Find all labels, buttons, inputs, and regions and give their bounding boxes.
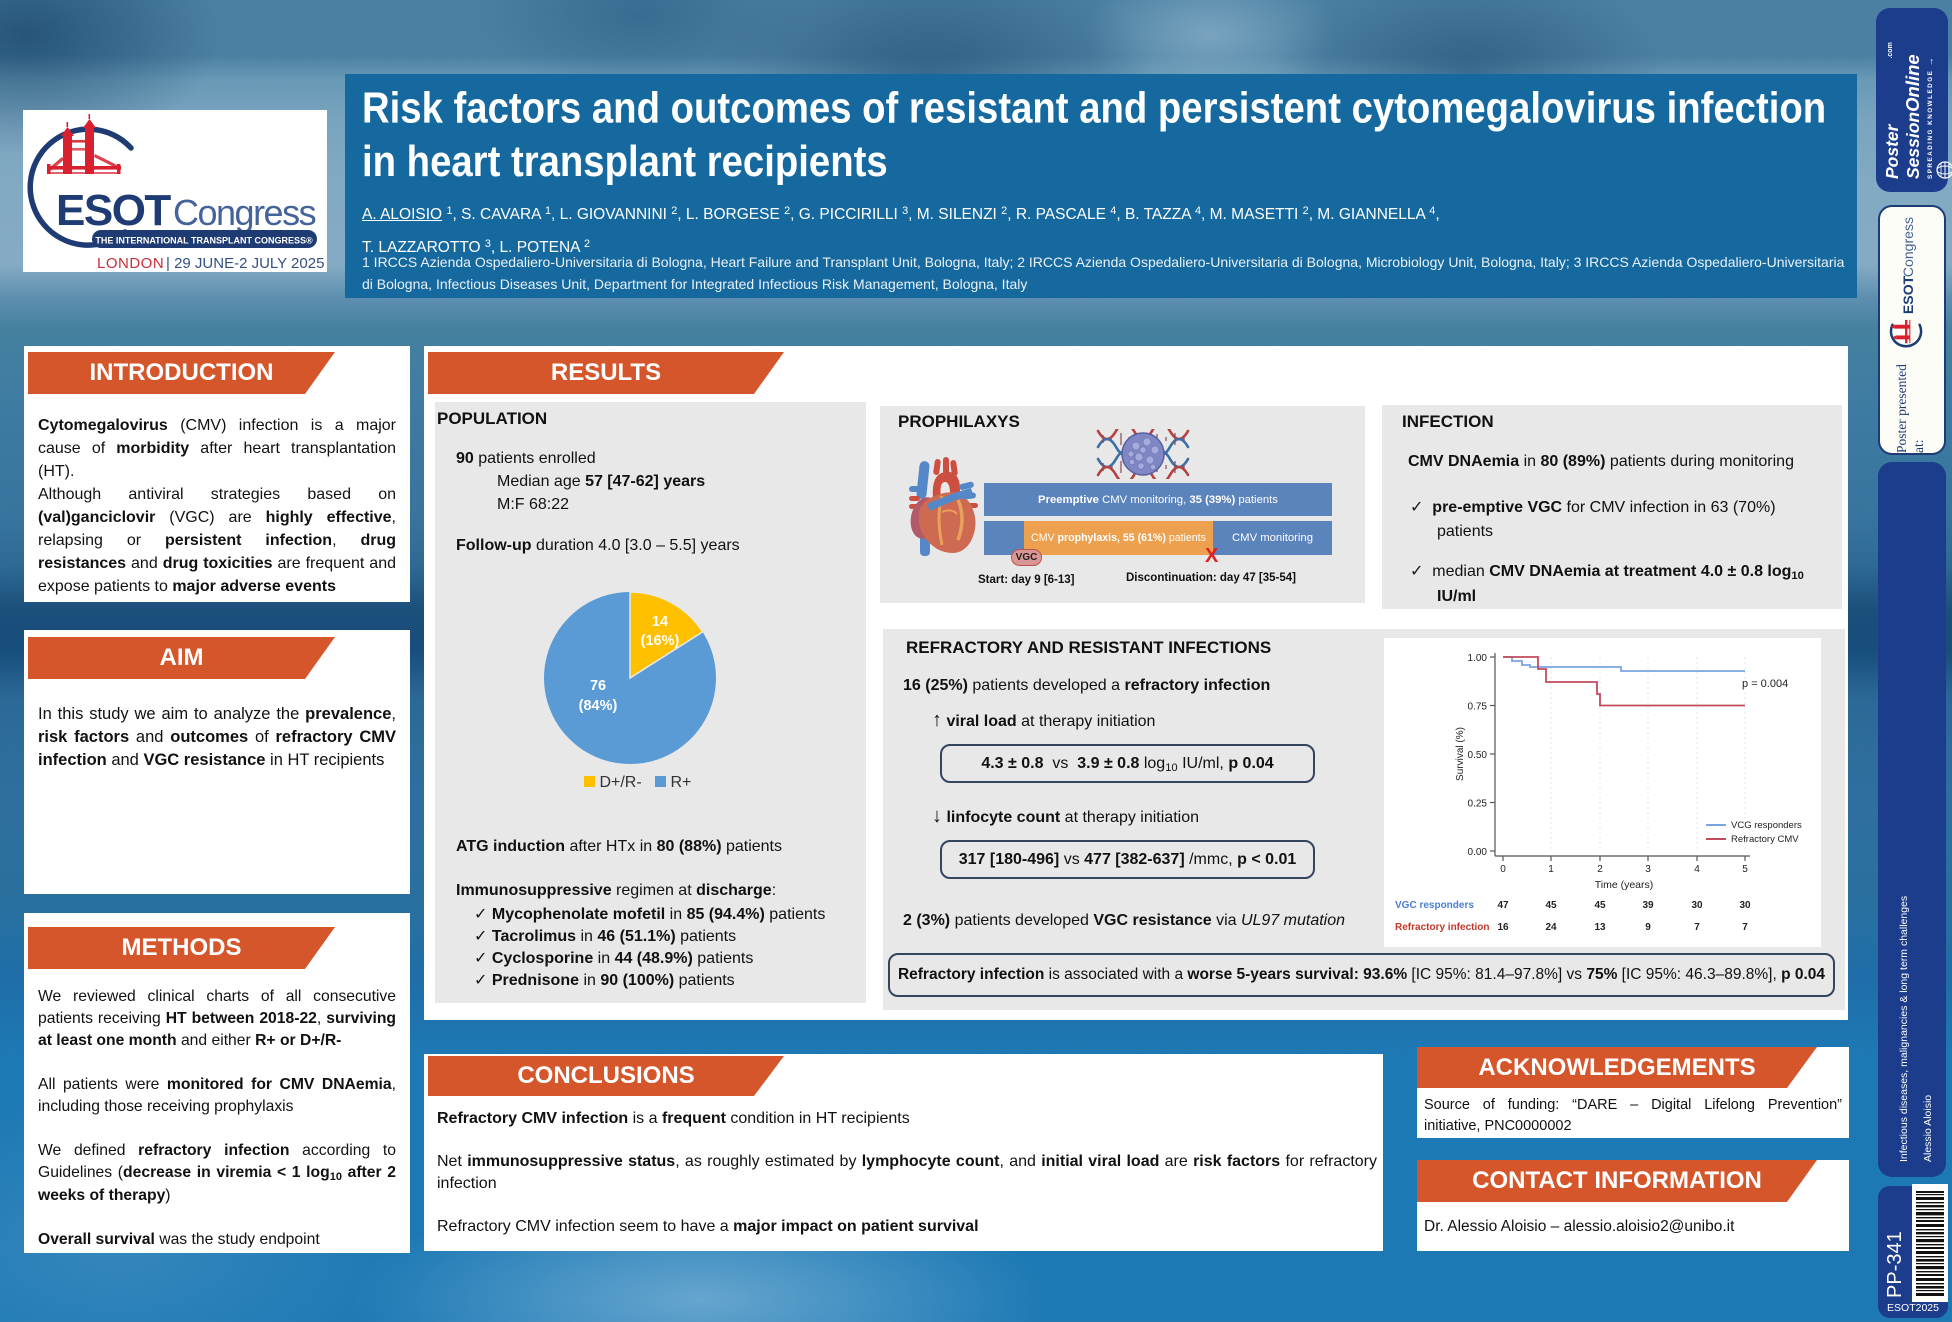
svg-text:0.50: 0.50 [1468,750,1488,761]
svg-text:9: 9 [1645,922,1651,933]
svg-text:47: 47 [1497,900,1509,911]
svg-text:ESOT: ESOT [1900,275,1916,314]
svg-text:VCG responders: VCG responders [1731,820,1802,831]
svg-text:THE INTERNATIONAL TRANSPLANT C: THE INTERNATIONAL TRANSPLANT CONGRESS® [95,236,313,246]
svg-text:0.75: 0.75 [1468,702,1488,713]
svg-text:13: 13 [1594,922,1606,933]
svg-text:1.00: 1.00 [1468,653,1488,664]
svg-text:30: 30 [1739,900,1751,911]
svg-text:0.25: 0.25 [1468,799,1488,810]
svg-text:0: 0 [1500,864,1506,875]
svg-text:Refractory infection: Refractory infection [1395,922,1489,933]
svg-text:4: 4 [1694,864,1700,875]
svg-text:2: 2 [1597,864,1603,875]
svg-text:| 29 JUNE-2 JULY 2025: | 29 JUNE-2 JULY 2025 [166,255,324,272]
svg-text:Survival (%): Survival (%) [1455,727,1466,781]
svg-text:Congress: Congress [173,192,316,233]
svg-text:39: 39 [1642,900,1654,911]
svg-text:3: 3 [1645,864,1651,875]
svg-text:LONDON: LONDON [97,255,164,272]
svg-text:p = 0.004: p = 0.004 [1742,678,1788,690]
svg-text:24: 24 [1545,922,1557,933]
svg-text:5: 5 [1742,864,1748,875]
svg-text:(84%): (84%) [579,698,618,714]
svg-text:16: 16 [1497,922,1509,933]
svg-text:Congress: Congress [1900,216,1916,276]
svg-text:0.00: 0.00 [1468,847,1488,858]
svg-text:Refractory CMV: Refractory CMV [1731,834,1799,845]
svg-text:45: 45 [1594,900,1606,911]
svg-text:76: 76 [590,678,606,694]
svg-text:7: 7 [1742,922,1748,933]
svg-text:14: 14 [652,614,668,630]
svg-text:7: 7 [1694,922,1700,933]
svg-text:1: 1 [1548,864,1554,875]
svg-text:Time (years): Time (years) [1595,879,1654,891]
svg-text:30: 30 [1691,900,1703,911]
svg-text:ESOT: ESOT [56,186,171,235]
svg-text:VGC responders: VGC responders [1395,900,1474,911]
svg-text:(16%): (16%) [641,633,680,649]
svg-text:45: 45 [1545,900,1557,911]
